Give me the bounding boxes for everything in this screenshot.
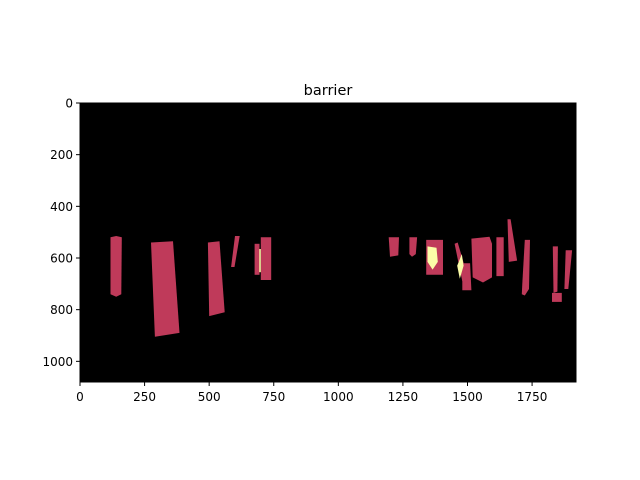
barrier-region-3 xyxy=(231,236,240,267)
chart-title: barrier xyxy=(304,83,353,99)
highlight-region-6 xyxy=(259,249,261,273)
y-tick-label: 600 xyxy=(50,252,73,266)
x-tick-label: 0 xyxy=(76,390,84,404)
plot-frame xyxy=(79,102,577,383)
highlight-region-13 xyxy=(457,254,464,279)
barrier-region-12 xyxy=(462,263,472,291)
barrier-region-16 xyxy=(507,219,518,262)
mask-regions xyxy=(110,219,573,337)
barrier-region-2 xyxy=(207,241,225,317)
x-axis: 0 250 500 750 1000 1250 1500 1750 xyxy=(76,382,547,404)
barrier-region-15 xyxy=(496,237,504,277)
y-tick-label: 400 xyxy=(50,200,73,214)
x-tick-label: 750 xyxy=(262,390,285,404)
y-tick-label: 800 xyxy=(50,303,73,317)
barrier-region-4 xyxy=(254,243,260,275)
x-tick-label: 1000 xyxy=(323,390,354,404)
x-tick-label: 1500 xyxy=(452,390,483,404)
y-tick-label: 0 xyxy=(65,97,73,111)
barrier-region-1 xyxy=(151,241,180,337)
x-tick-label: 1750 xyxy=(517,390,548,404)
barrier-region-5 xyxy=(260,237,272,280)
barrier-region-14 xyxy=(471,236,492,283)
x-tick-label: 250 xyxy=(133,390,156,404)
barrier-region-17 xyxy=(521,239,530,296)
barrier-region-19 xyxy=(552,292,562,302)
barrier-region-20 xyxy=(564,250,573,289)
barrier-region-18 xyxy=(552,246,558,293)
x-tick-label: 1250 xyxy=(388,390,419,404)
highlight-region-10 xyxy=(427,246,438,270)
y-tick-label: 1000 xyxy=(42,355,73,369)
y-tick-label: 200 xyxy=(50,148,73,162)
barrier-region-7 xyxy=(388,237,399,257)
barrier-region-8 xyxy=(409,237,418,257)
barrier-region-0 xyxy=(110,236,122,297)
y-axis: 0 200 400 600 800 1000 xyxy=(42,97,80,369)
x-tick-label: 500 xyxy=(198,390,221,404)
